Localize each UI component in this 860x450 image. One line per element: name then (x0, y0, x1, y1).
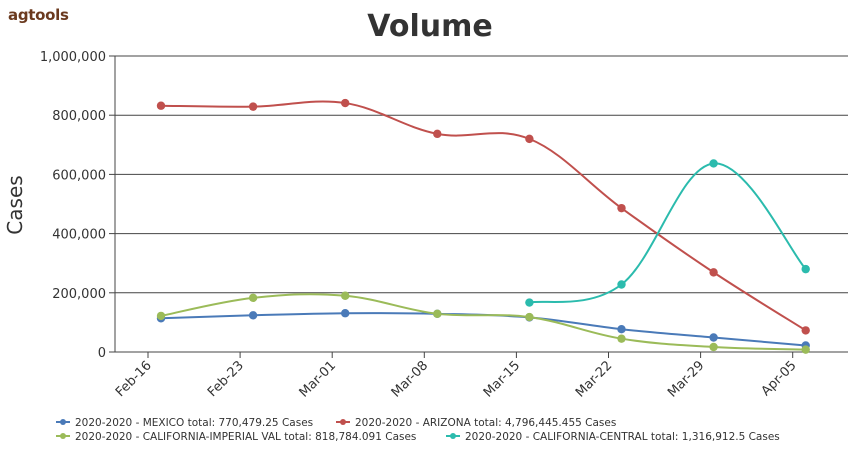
data-point[interactable] (433, 309, 442, 319)
data-point[interactable] (617, 325, 626, 334)
data-point[interactable] (617, 203, 626, 213)
legend-label: 2020-2020 - CALIFORNIA-CENTRAL total: 1,… (465, 431, 780, 443)
data-point[interactable] (341, 291, 350, 300)
data-point[interactable] (617, 334, 626, 343)
series-group (156, 291, 810, 354)
data-point[interactable] (433, 129, 442, 139)
data-point[interactable] (525, 312, 534, 322)
data-point[interactable] (341, 309, 350, 318)
x-tick-label: Feb-23 (205, 358, 247, 400)
x-tick-label: Apr-05 (759, 358, 800, 399)
legend-marker (450, 433, 456, 439)
data-point[interactable] (709, 333, 718, 342)
legend-marker (60, 419, 66, 425)
data-point[interactable] (801, 326, 810, 335)
data-point[interactable] (709, 342, 718, 352)
y-tick-label: 200,000 (52, 287, 106, 302)
series-line (529, 162, 807, 304)
data-point[interactable] (525, 298, 534, 307)
agtools-logo: agtools (8, 6, 69, 24)
legend-item[interactable]: 2020-2020 - MEXICO total: 770,479.25 Cas… (56, 417, 313, 429)
legend-label: 2020-2020 - MEXICO total: 770,479.25 Cas… (75, 417, 313, 429)
legend-marker (340, 419, 346, 425)
x-tick-label: Mar-15 (481, 358, 523, 400)
legend-item[interactable]: 2020-2020 - ARIZONA total: 4,796,445.455… (336, 417, 616, 429)
data-point[interactable] (156, 311, 166, 321)
legend-marker (60, 433, 66, 439)
data-point[interactable] (709, 159, 718, 168)
series-lines (156, 98, 810, 354)
data-point[interactable] (248, 293, 258, 303)
y-tick-label: 0 (98, 346, 106, 361)
data-point[interactable] (801, 264, 810, 274)
data-point[interactable] (341, 98, 350, 108)
grid-lines (115, 55, 848, 294)
x-tick-label: Feb-16 (113, 358, 155, 400)
chart-title: Volume (367, 9, 492, 44)
y-tick-label: 1,000,000 (40, 50, 106, 65)
y-tick-label: 600,000 (52, 168, 106, 183)
y-axis-label: Cases (3, 175, 27, 234)
legend-item[interactable]: 2020-2020 - CALIFORNIA-CENTRAL total: 1,… (446, 431, 780, 443)
data-point[interactable] (156, 101, 166, 110)
data-point[interactable] (248, 102, 258, 111)
y-tick-label: 800,000 (52, 109, 106, 124)
legend-label: 2020-2020 - ARIZONA total: 4,796,445.455… (355, 417, 616, 429)
legend: 2020-2020 - MEXICO total: 770,479.25 Cas… (56, 417, 780, 443)
data-point[interactable] (801, 345, 810, 354)
series-line (160, 293, 806, 351)
series-group (525, 159, 810, 307)
x-tick-label: Mar-22 (573, 358, 615, 400)
y-tick-label: 400,000 (52, 228, 106, 243)
series-group (156, 98, 810, 335)
series-line (160, 100, 807, 332)
data-point[interactable] (709, 268, 718, 277)
legend-item[interactable]: 2020-2020 - CALIFORNIA-IMPERIAL VAL tota… (56, 431, 416, 443)
series-line (160, 312, 806, 347)
x-tick-label: Mar-01 (297, 358, 339, 400)
data-point[interactable] (525, 134, 534, 144)
data-point[interactable] (617, 280, 626, 289)
x-tick-label: Mar-08 (389, 358, 431, 400)
data-point[interactable] (248, 311, 258, 320)
x-tick-label: Mar-29 (665, 358, 707, 400)
legend-label: 2020-2020 - CALIFORNIA-IMPERIAL VAL tota… (75, 431, 416, 443)
